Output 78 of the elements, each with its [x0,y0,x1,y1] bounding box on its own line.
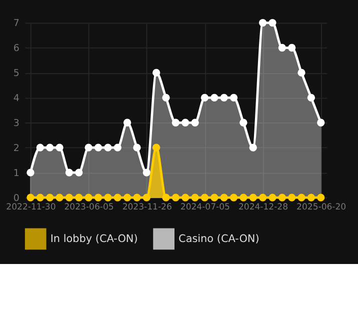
point [172,118,180,126]
point [288,194,296,202]
point [182,194,190,202]
x-tick-label: 2023-11-26 [122,202,172,212]
point [298,194,306,202]
point [278,44,286,52]
point [200,94,209,102]
point [162,194,170,202]
point [46,144,54,152]
point [230,94,238,102]
point [298,68,306,77]
point [162,94,170,102]
y-tick-label: 1 [13,168,20,179]
x-tick-label: 2024-07-05 [180,202,230,212]
y-tick-label: 4 [13,93,20,104]
point [230,194,238,202]
point [123,118,132,126]
point [288,44,296,52]
point [152,144,160,152]
x-tick-label: 2022-11-30 [6,202,56,212]
point [114,194,122,202]
point [104,144,112,152]
point [142,168,150,176]
y-tick-label: 3 [13,118,20,129]
point [46,194,54,202]
point [172,194,180,202]
point [26,168,34,176]
point [84,194,92,202]
point [249,194,257,202]
point [258,194,267,202]
point [133,144,141,152]
point [240,118,248,126]
point [123,194,132,202]
point [249,144,257,152]
point [133,194,141,202]
point [268,194,276,202]
point [56,144,64,152]
x-tick-label: 2025-06-20 [296,202,346,212]
point [191,118,199,126]
y-tick-label: 0 [13,192,20,204]
point [65,194,74,202]
point [75,168,83,176]
legend-label: In lobby (CA-ON) [50,232,138,245]
point [258,18,267,27]
point [191,194,199,202]
y-tick-label: 7 [13,18,20,30]
point [36,194,44,202]
point [200,194,209,202]
point [94,194,102,202]
point [142,194,150,202]
point [84,144,92,152]
point [220,94,228,102]
y-tick-label: 6 [13,43,20,54]
point [94,144,102,152]
y-tick-label: 5 [13,68,20,80]
point [104,194,112,202]
point [56,194,64,202]
point [317,194,325,202]
x-tick-label: 2024-12-28 [238,202,288,212]
point [152,68,160,77]
point [220,194,228,202]
point [26,194,34,202]
point [317,118,325,126]
point [65,168,74,176]
point [210,94,218,102]
point [268,18,276,27]
point [182,118,190,126]
point [114,144,122,152]
x-tick-label: 2023-06-05 [64,202,114,212]
point [36,144,44,152]
point [307,194,316,202]
point [210,194,218,202]
point [75,194,83,202]
point [240,194,248,202]
y-tick-label: 2 [13,142,20,154]
point [307,94,316,102]
point [278,194,286,202]
legend-label: Casino (CA-ON) [178,232,260,245]
